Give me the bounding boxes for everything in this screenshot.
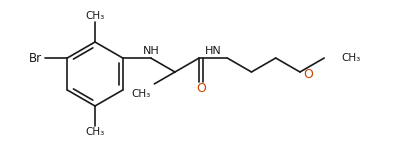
Text: CH₃: CH₃	[341, 53, 360, 63]
Text: CH₃: CH₃	[131, 89, 151, 99]
Text: NH: NH	[143, 46, 160, 56]
Text: HN: HN	[205, 46, 221, 56]
Text: CH₃: CH₃	[85, 127, 105, 137]
Text: O: O	[196, 82, 206, 95]
Text: Br: Br	[29, 51, 42, 64]
Text: CH₃: CH₃	[85, 11, 105, 21]
Text: O: O	[303, 69, 313, 81]
